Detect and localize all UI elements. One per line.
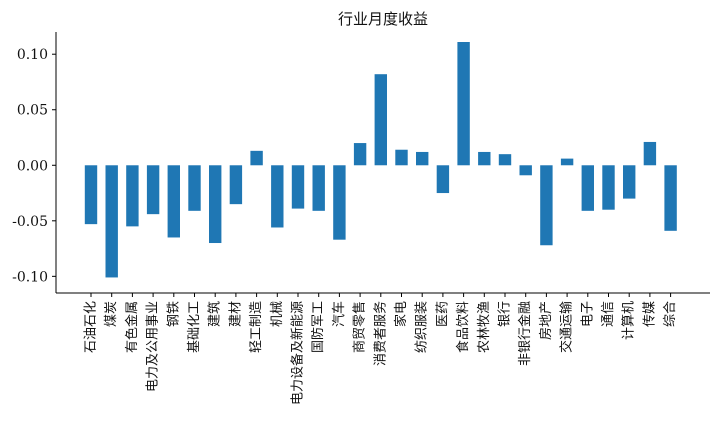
bar-18 [457,42,470,166]
bar-8 [250,150,263,166]
chart-title: 行业月度收益 [338,10,428,28]
bar-0 [84,165,98,225]
bar-26 [623,165,636,199]
y-tick-label-3: 0.05 [17,103,48,119]
bar-14 [374,74,387,166]
x-tick-label-22: 房地产 [538,301,554,340]
bar-9 [271,165,284,228]
x-tick-label-18: 食品饮料 [455,301,471,353]
bar-7 [229,165,243,205]
x-tick-label-3: 电力及公用事业 [146,301,161,392]
bar-19 [478,151,491,166]
bar-10 [291,165,305,209]
bar-16 [416,151,429,166]
x-tick-label-17: 医药 [435,301,450,327]
x-tick-label-26: 计算机 [622,301,637,340]
x-tick-label-16: 纺织服装 [415,301,430,353]
x-tick-label-24: 电子 [580,301,595,327]
bar-17 [436,165,450,194]
x-tick-label-21: 非银行金融 [517,301,533,366]
x-tick-label-19: 农林牧渔 [477,301,492,353]
x-tick-label-25: 通信 [601,301,616,327]
y-tick-label-0: -0.10 [12,269,48,285]
bar-25 [602,165,615,210]
bar-3 [146,165,160,215]
bar-11 [312,165,325,211]
bar-20 [498,154,512,166]
bar-1 [105,165,118,278]
x-tick-label-5: 基础化工 [187,301,202,353]
bar-28 [664,165,677,231]
x-tick-label-4: 钢铁 [166,301,181,327]
bar-23 [560,158,574,166]
bar-22 [540,165,553,246]
bar-27 [643,141,657,166]
x-tick-label-2: 有色金属 [124,301,140,353]
axes-group [55,32,710,294]
x-tick-labels-group: 石油石化 煤炭 有色金属 电力及公用事业 钢铁 基础化工 建筑 建材 轻工制造 机械 电力设备及新能… [84,293,678,405]
bar-5 [188,165,201,211]
y-ticks-group: -0.10 -0.05 0.00 0.05 0.10 [12,47,56,285]
bar-6 [209,165,222,244]
bar-21 [519,165,532,176]
x-tick-label-20: 银行 [498,301,513,327]
x-tick-label-13: 商贸零售 [352,301,368,353]
x-tick-label-0: 石油石化 [84,301,99,353]
x-tick-label-27: 传媒 [642,301,657,327]
x-tick-label-11: 国防军工 [310,301,326,353]
x-tick-label-14: 消费者服务 [372,301,388,366]
bar-12 [333,165,346,240]
bar-2 [126,165,139,227]
y-tick-label-4: 0.10 [17,47,48,63]
y-tick-label-1: -0.05 [12,214,48,230]
x-tick-label-23: 交通运输 [559,301,575,353]
x-tick-label-15: 家电 [393,301,409,327]
x-tick-label-7: 建材 [228,301,243,327]
bar-24 [581,165,594,211]
x-tick-label-9: 机械 [270,301,285,327]
x-tick-label-1: 煤炭 [104,301,119,327]
x-tick-label-6: 建筑 [207,301,223,327]
bar-4 [167,165,180,238]
bar-15 [395,149,408,166]
y-tick-label-2: 0.00 [17,158,48,174]
bar-13 [353,143,367,166]
x-tick-label-28: 综合 [663,301,678,327]
x-tick-label-12: 汽车 [331,301,347,327]
bars-group [84,42,677,278]
x-tick-label-8: 轻工制造 [249,301,264,353]
x-tick-label-10: 电力设备及新能源 [290,301,306,405]
